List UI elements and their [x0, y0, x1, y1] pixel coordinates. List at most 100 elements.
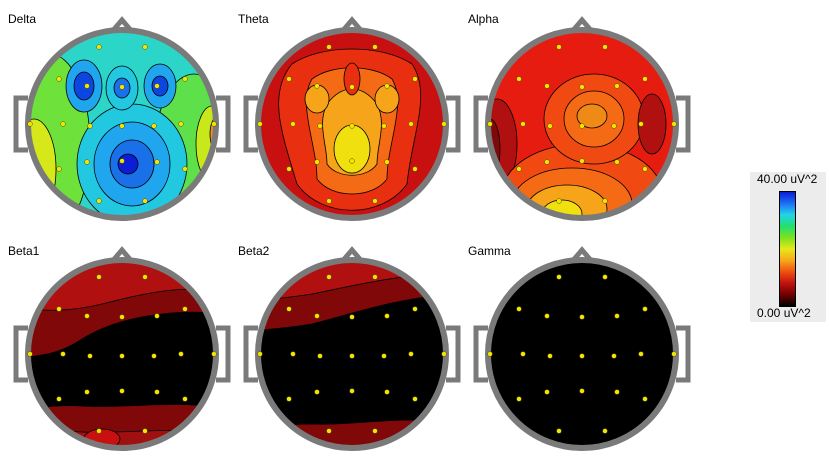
electrode-marker [671, 121, 677, 127]
electrode-marker [142, 428, 148, 434]
electrode-marker [372, 198, 378, 204]
electrode-marker [182, 396, 188, 402]
head-ear-right [446, 95, 461, 153]
electrode-marker [642, 306, 648, 312]
electrode-marker [516, 76, 522, 82]
electrode-marker [317, 353, 323, 359]
electrode-marker [372, 428, 378, 434]
electrode-marker [520, 121, 526, 127]
electrode-marker [317, 123, 323, 129]
head-outline [255, 27, 449, 221]
topomap-label: Theta [238, 12, 269, 26]
electrode-marker [326, 428, 332, 434]
electrode-marker [384, 159, 390, 165]
electrode-marker [520, 351, 526, 357]
electrode-marker [349, 123, 355, 129]
electrode-marker [412, 166, 418, 172]
electrode-marker [286, 396, 292, 402]
electrode-marker [349, 314, 355, 320]
electrode-marker [326, 44, 332, 50]
electrode-marker [27, 121, 33, 127]
electrode-marker [119, 314, 125, 320]
electrode-marker [611, 353, 617, 359]
electrode-marker [412, 396, 418, 402]
electrode-marker [257, 351, 263, 357]
electrode-marker [96, 198, 102, 204]
head-ear-left [473, 95, 488, 153]
topomap-label: Beta2 [238, 244, 270, 258]
topomap-label: Alpha [468, 12, 499, 26]
electrode-marker [84, 159, 90, 165]
electrode-marker [579, 314, 585, 320]
electrode-marker [211, 121, 217, 127]
electrode-marker [579, 353, 585, 359]
electrode-marker [56, 396, 62, 402]
electrode-marker [544, 159, 550, 165]
electrode-marker [516, 166, 522, 172]
electrode-marker [372, 274, 378, 280]
electrode-marker [257, 121, 263, 127]
electrode-marker [326, 198, 332, 204]
scale-gradient-bar [779, 191, 796, 307]
electrode-marker [544, 83, 550, 89]
electrode-marker [119, 353, 125, 359]
head-ear-right [676, 95, 691, 153]
head-ear-left [243, 325, 258, 383]
head-ear-right [216, 95, 231, 153]
electrode-marker [441, 121, 447, 127]
head-nose [338, 246, 366, 266]
electrode-marker [579, 158, 585, 164]
electrode-marker [642, 166, 648, 172]
electrode-marker [556, 274, 562, 280]
head-outline [25, 27, 219, 221]
head-nose [108, 16, 136, 36]
electrode-marker [154, 159, 160, 165]
electrode-marker [384, 83, 390, 89]
electrode-marker [544, 313, 550, 319]
electrode-marker [638, 121, 644, 127]
topomap-label: Gamma [468, 244, 511, 258]
electrode-marker [182, 306, 188, 312]
electrode-marker [487, 351, 493, 357]
electrode-marker [547, 353, 553, 359]
electrode-marker [56, 306, 62, 312]
power-contours [30, 32, 214, 216]
electrode-marker [614, 313, 620, 319]
electrode-marker [408, 121, 414, 127]
head-ear-left [13, 95, 28, 153]
head-nose [568, 16, 596, 36]
electrode-marker [119, 158, 125, 164]
electrode-marker [487, 121, 493, 127]
electrode-marker [178, 121, 184, 127]
electrode-marker [60, 351, 66, 357]
electrode-marker [602, 274, 608, 280]
electrode-marker [56, 166, 62, 172]
electrode-marker [154, 389, 160, 395]
electrode-marker [516, 396, 522, 402]
electrode-marker [602, 198, 608, 204]
electrode-marker [314, 389, 320, 395]
electrode-marker [544, 389, 550, 395]
power-contours [490, 32, 674, 216]
electrode-marker [556, 198, 562, 204]
electrode-marker [87, 123, 93, 129]
electrode-marker [142, 274, 148, 280]
electrode-marker [614, 83, 620, 89]
electrode-marker [84, 83, 90, 89]
electrode-marker [119, 123, 125, 129]
electrode-marker [182, 76, 188, 82]
electrode-marker [614, 159, 620, 165]
electrode-marker [671, 351, 677, 357]
electrode-marker [642, 76, 648, 82]
electrode-marker [119, 388, 125, 394]
electrode-marker [384, 389, 390, 395]
head-outline [255, 257, 449, 451]
electrode-marker [84, 389, 90, 395]
electrode-marker [151, 123, 157, 129]
power-contours [260, 32, 444, 216]
electrode-marker [119, 84, 125, 90]
electrode-marker [96, 274, 102, 280]
